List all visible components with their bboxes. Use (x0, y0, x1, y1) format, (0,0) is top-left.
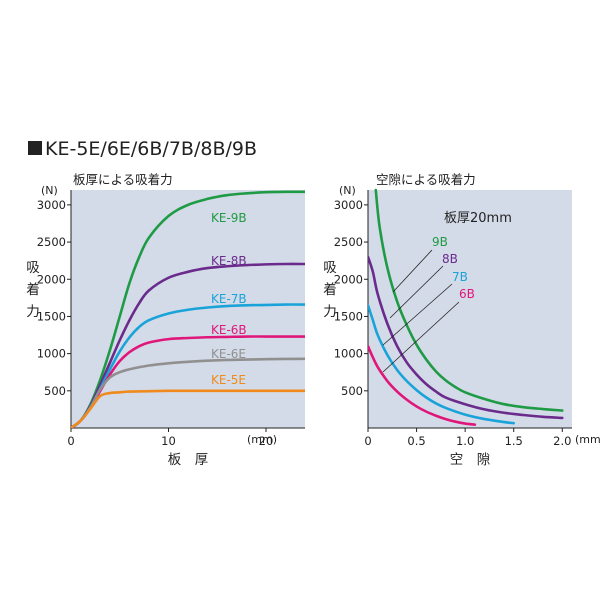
thickness-series-ke-6e-line (71, 357, 305, 428)
gap-x-label: 空 隙 (450, 452, 491, 468)
gap-y-label: 吸着力 (323, 260, 337, 320)
gap-subtitle: 空隙による吸着力 (376, 172, 476, 187)
gap-y-label-char: 力 (323, 304, 337, 320)
gap-series-8b-line (368, 255, 564, 420)
thickness-series-ke-5e-label: KE-5E (211, 373, 246, 387)
gap-x-tick-label: 0 (364, 434, 371, 448)
thickness-y-tick-label: 1500 (37, 309, 66, 323)
gap-y-tick-label: 2000 (334, 272, 363, 286)
thickness-series-ke-9b-line (71, 190, 305, 428)
gap-y-tick-label: 1000 (334, 347, 363, 361)
thickness-x-label: 板 厚 (168, 452, 209, 468)
gap-chart: 空隙による吸着力 (N) 空 隙 板厚20mm 吸着力 500 1000 1500 2… (323, 172, 600, 468)
thickness-chart: 板厚による吸着力 (N) 板 厚 吸着力 500 1000 1500 2000 2500… (26, 172, 305, 468)
thickness-series-ke-8b-line (71, 262, 305, 428)
gap-y-label-char: 着 (323, 281, 337, 298)
gap-series-9b-line (374, 188, 564, 412)
gap-y-unit: (N) (339, 184, 356, 197)
thickness-y-tick-label: 500 (44, 384, 66, 398)
thickness-series-ke-6e-label: KE-6E (211, 347, 246, 361)
gap-annotation: 板厚20mm (444, 211, 512, 226)
gap-y-tick-label: 3000 (334, 198, 363, 212)
thickness-y-tick-label: 1000 (37, 347, 66, 361)
thickness-x-unit: (mm) (247, 433, 277, 446)
gap-x-unit: (mm) (575, 433, 600, 446)
gap-x-tick-label: 0.5 (407, 434, 425, 448)
gap-x-tick-label: 1.5 (505, 434, 523, 448)
thickness-y-label: 吸着力 (26, 260, 40, 320)
thickness-y-unit: (N) (41, 184, 58, 197)
thickness-x-tick-label: 10 (161, 434, 176, 448)
gap-leader-8b (389, 265, 444, 319)
gap-plot-area (368, 190, 572, 428)
gap-series-6b-label: 6B (459, 287, 475, 301)
gap-series-6b-line (368, 344, 477, 426)
thickness-x-tick-label: 20 (259, 434, 274, 448)
gap-series-8b-label: 8B (442, 252, 458, 266)
heading-square (28, 141, 42, 155)
gap-leader-7b (382, 283, 453, 346)
gap-series-7b-label: 7B (452, 270, 468, 284)
thickness-series-ke-8b-label: KE-8B (211, 254, 247, 268)
thickness-y-label-char: 吸 (26, 260, 40, 276)
gap-series-9b-label: 9B (432, 235, 448, 249)
thickness-series-ke-9b-label: KE-9B (211, 211, 247, 225)
gap-y-tick-label: 500 (341, 384, 363, 398)
thickness-subtitle: 板厚による吸着力 (73, 172, 173, 187)
gap-y-tick-label: 2500 (334, 235, 363, 249)
gap-y-label-char: 吸 (323, 260, 337, 276)
gap-leader-9b (392, 249, 433, 293)
thickness-y-label-char: 力 (26, 304, 40, 320)
thickness-series-ke-6b-label: KE-6B (211, 323, 247, 337)
gap-x-tick-label: 2.0 (553, 434, 571, 448)
gap-y-tick-label: 1500 (334, 309, 363, 323)
gap-leader-6b (382, 301, 460, 373)
thickness-y-tick-label: 2500 (37, 235, 66, 249)
thickness-y-tick-label: 3000 (37, 198, 66, 212)
thickness-series-ke-7b-label: KE-7B (211, 292, 247, 306)
gap-series-7b-line (368, 303, 516, 425)
thickness-y-label-char: 着 (26, 281, 40, 298)
thickness-series-ke-5e-line (71, 389, 305, 428)
chart-heading: KE-5E/6E/6B/7B/8B/9B (45, 138, 257, 160)
thickness-y-tick-label: 2000 (37, 272, 66, 286)
gap-x-tick-label: 1.0 (456, 434, 474, 448)
thickness-x-tick-label: 0 (67, 434, 74, 448)
